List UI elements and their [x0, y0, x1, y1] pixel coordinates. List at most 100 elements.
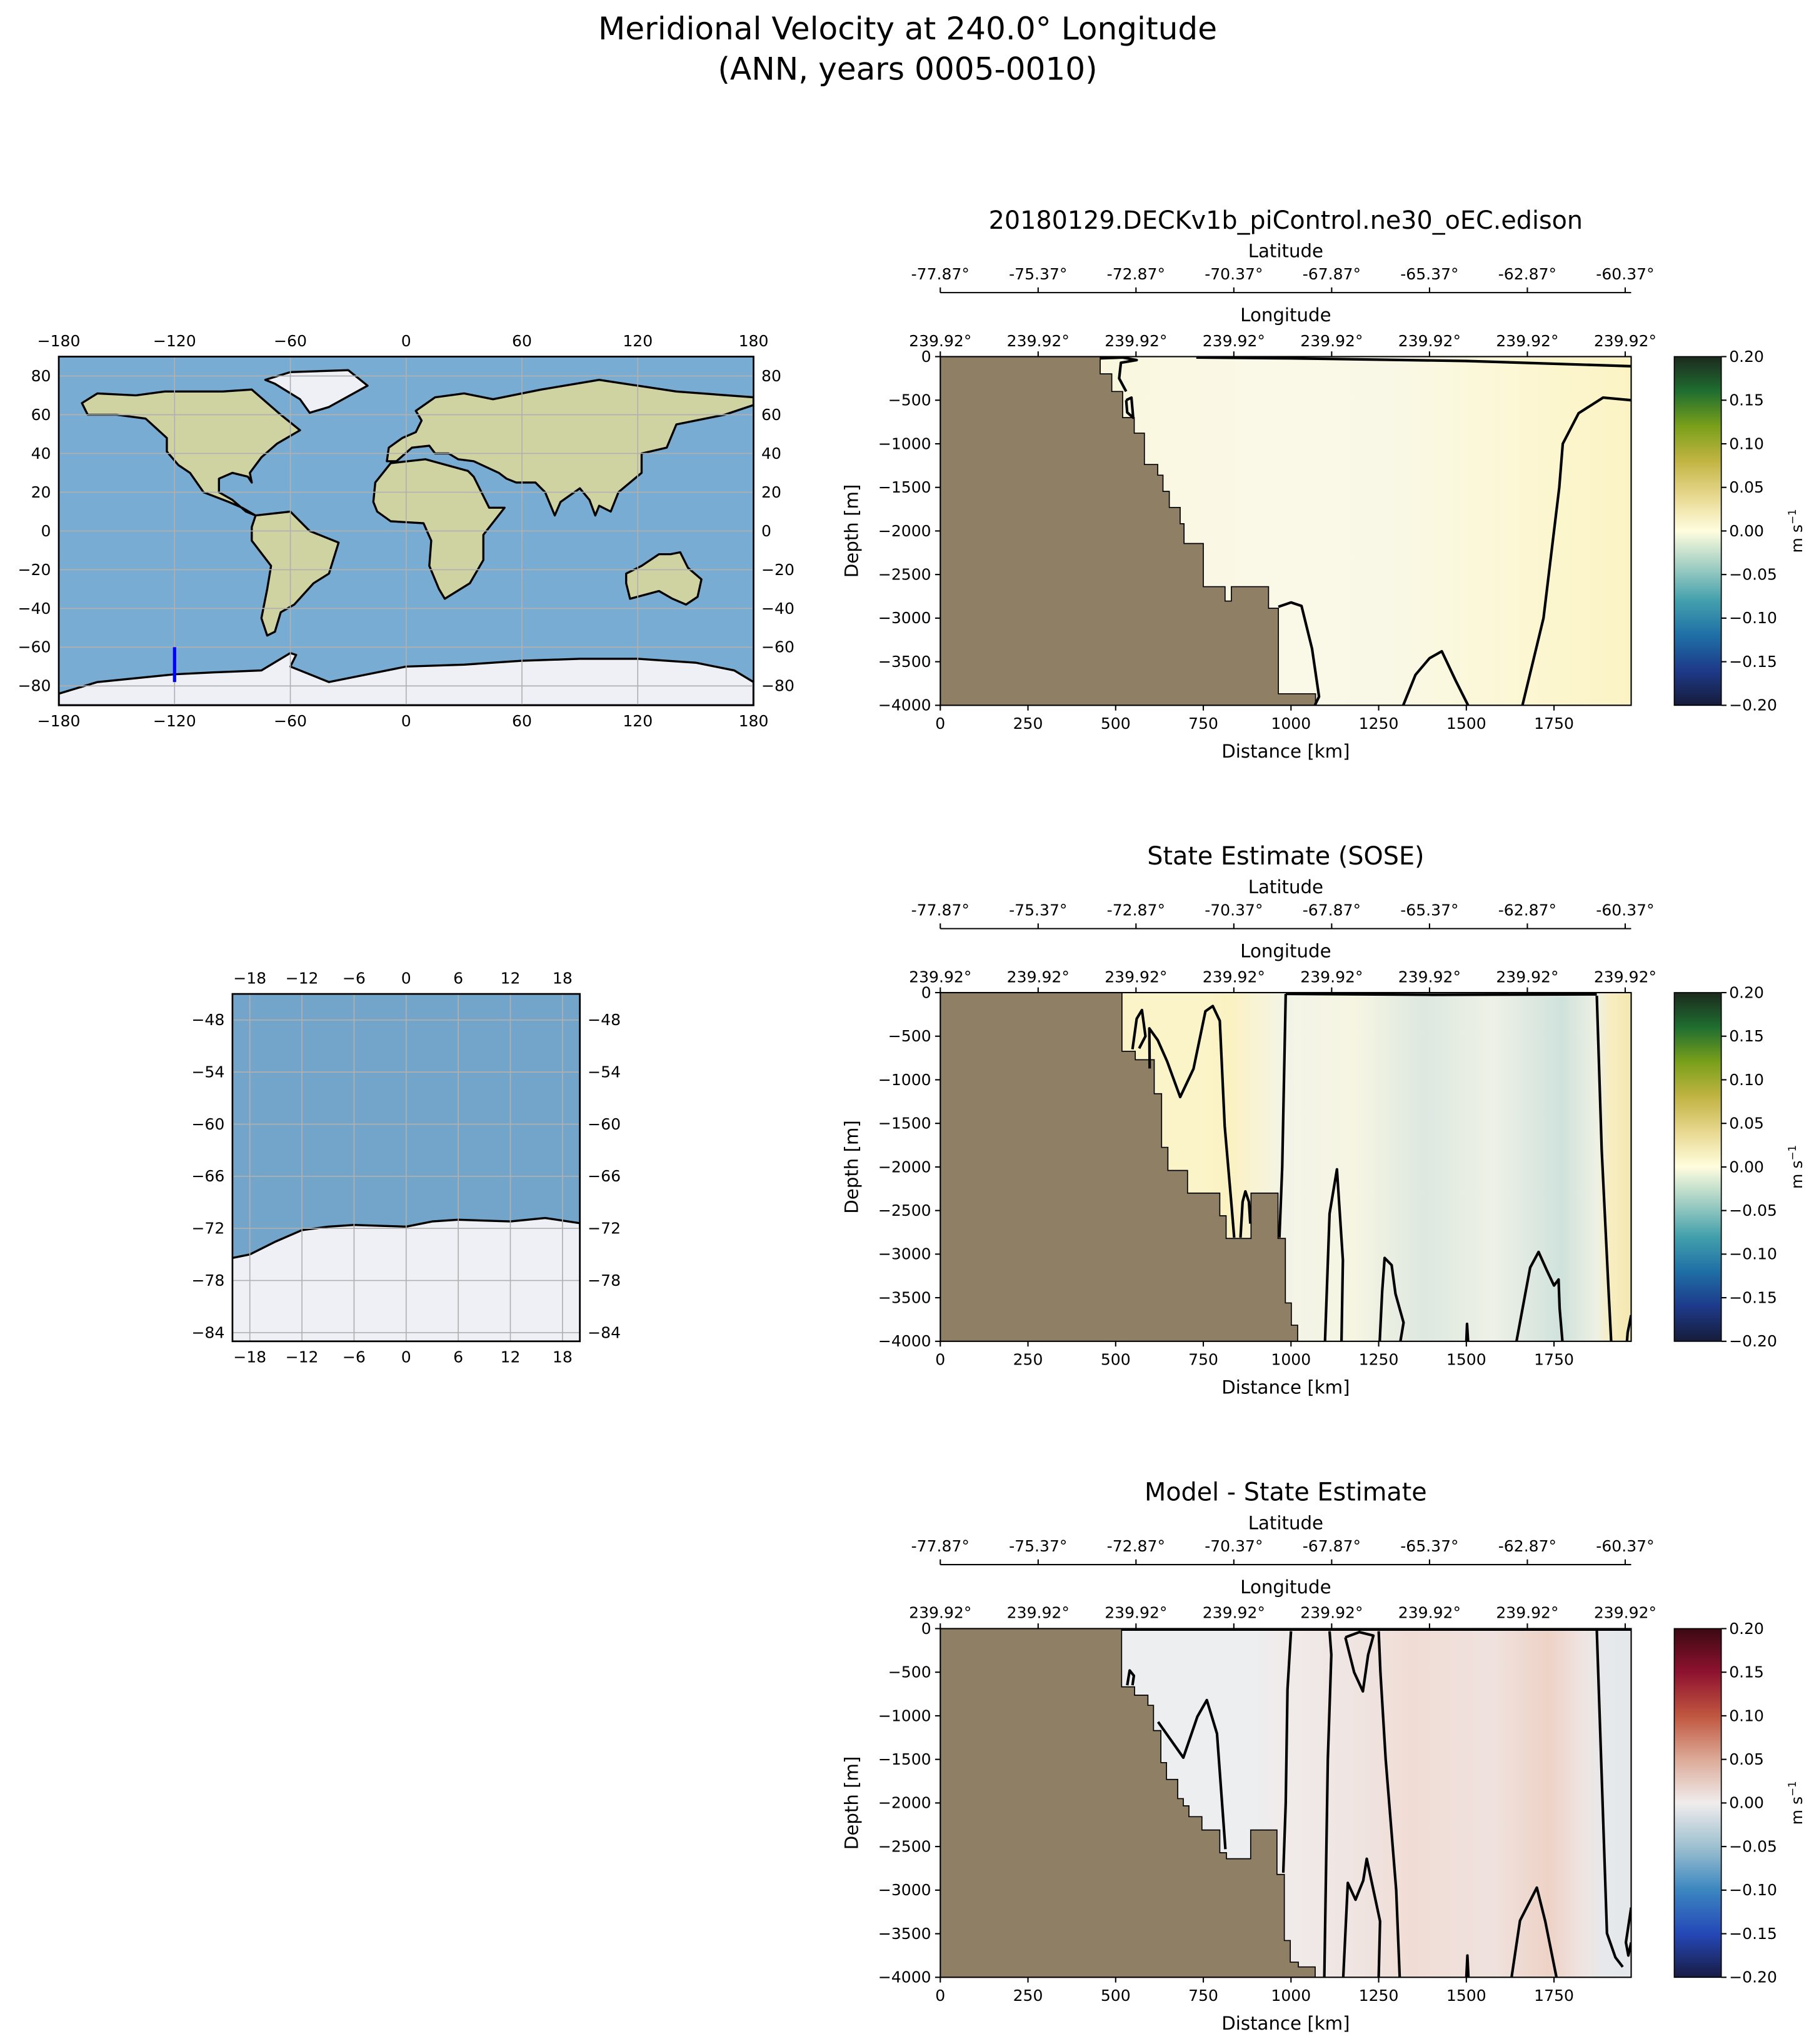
y-tick-label: −3000: [878, 609, 931, 627]
colorbar-tick-label: −0.20: [1729, 1968, 1777, 1986]
x-tick-label: 250: [1013, 1986, 1043, 2005]
colorbar-tick-label: 0.05: [1729, 1115, 1764, 1133]
colorbar-tick-label: 0.10: [1729, 1706, 1764, 1725]
lat-tick-label-left: 80: [31, 367, 51, 385]
land-mask: [940, 992, 1298, 1341]
land-mask: [940, 1628, 1316, 1978]
y-tick-label: −2000: [878, 1794, 931, 1812]
y-tick-label: −4000: [878, 1968, 931, 1986]
colorbar-tick-label: 0.05: [1729, 478, 1764, 496]
zero-contour: [1515, 1250, 1564, 1341]
zero-contour: [1323, 1631, 1333, 1978]
lon-tick-label-bottom: 180: [739, 712, 769, 730]
panel-title: State Estimate (SOSE): [1147, 842, 1424, 871]
colorbar-scale: [1673, 992, 1722, 1342]
x-tick-label: 750: [1188, 1350, 1218, 1368]
colorbar-tick-label: 0.00: [1729, 1158, 1764, 1176]
lon-tick-label-top: 6: [453, 969, 463, 987]
lat-tick-label: -67.87°: [1303, 901, 1361, 919]
y-tick-label: −2500: [878, 1837, 931, 1855]
zero-contour: [1521, 396, 1631, 706]
map-frame: [58, 356, 754, 706]
lat-tick-label: -70.37°: [1205, 265, 1263, 283]
lat-tick-label-left: −84: [191, 1323, 224, 1341]
unit-exponent: −1: [1786, 1145, 1798, 1161]
lat-tick-label: -60.37°: [1596, 901, 1654, 919]
colorbar-tick-label: −0.10: [1729, 1245, 1777, 1263]
x-tick-label: 1250: [1359, 714, 1399, 733]
colorbar-tick-label: 0.15: [1729, 391, 1764, 409]
lon-tick-label: 239.92°: [1496, 1604, 1558, 1622]
lon-tick-label: 239.92°: [1105, 332, 1167, 350]
x-axis-label: Distance [km]: [1221, 741, 1350, 762]
lon-tick-label: 239.92°: [1105, 1604, 1167, 1622]
latitude-axis-label: Latitude: [1248, 1513, 1323, 1534]
lon-tick-label-bottom: 18: [553, 1348, 573, 1366]
zero-contour: [1196, 356, 1631, 368]
lon-tick-label: 239.92°: [1496, 968, 1558, 986]
zero-contour: [1281, 1631, 1293, 1873]
lat-tick-label-left: −40: [18, 599, 51, 618]
australia-land: [625, 551, 703, 606]
zero-contour: [1126, 1669, 1136, 1686]
x-axis-label: Distance [km]: [1221, 2013, 1350, 2034]
x-tick-label: 1000: [1271, 1986, 1311, 2005]
lat-tick-label: -77.87°: [911, 1537, 970, 1555]
colorbar-tick-label: 0.00: [1729, 1794, 1764, 1812]
colorbar-scale: [1673, 356, 1722, 706]
lon-tick-label-top: 60: [512, 332, 532, 350]
colorbar-tick-label: −0.15: [1729, 1925, 1777, 1943]
colorbar-tick-label: −0.05: [1729, 566, 1777, 584]
y-tick-label: −1000: [878, 1071, 931, 1089]
lat-tick-label-right: −84: [588, 1323, 621, 1341]
zero-contour: [1239, 1190, 1252, 1238]
lon-tick-label-top: 180: [739, 332, 769, 350]
lat-tick-label: -62.87°: [1498, 901, 1556, 919]
lon-tick-label: 239.92°: [1203, 332, 1265, 350]
lon-tick-label-top: 0: [401, 969, 411, 987]
zero-contour: [1595, 1630, 1624, 1968]
lon-tick-label: 239.92°: [1496, 332, 1558, 350]
maps: −180−180−120−120−60−60006060120120180180…: [18, 332, 794, 1366]
x-tick-label: 1250: [1359, 1350, 1399, 1368]
x-tick-label: 250: [1013, 714, 1043, 733]
colorbar-tick-label: 0.05: [1729, 1750, 1764, 1768]
colorbar-tick-label: 0.10: [1729, 1071, 1764, 1089]
lat-tick-label-right: 20: [761, 483, 781, 501]
colorbar-tick-label: 0.10: [1729, 434, 1764, 453]
lat-tick-label-left: 20: [31, 483, 51, 501]
y-tick-label: −3500: [878, 653, 931, 671]
zero-contour: [1377, 1631, 1401, 1978]
zero-contour: [1100, 356, 1138, 393]
colorbar-tick-label: −0.05: [1729, 1837, 1777, 1855]
y-tick-label: −1000: [878, 434, 931, 453]
zero-contour: [1344, 1630, 1375, 1693]
lon-tick-label: 239.92°: [1398, 968, 1461, 986]
lat-tick-label-left: 0: [41, 522, 51, 540]
colorbar-tick-label: −0.05: [1729, 1201, 1777, 1220]
colorbar-tick-label: 0.15: [1729, 1027, 1764, 1045]
y-tick-label: −3000: [878, 1245, 931, 1263]
lat-tick-label: -75.37°: [1009, 1537, 1067, 1555]
zero-contour: [1624, 1907, 1631, 1957]
x-tick-label: 0: [935, 714, 945, 733]
lat-tick-label-left: −60: [191, 1115, 224, 1133]
longitude-axis-label: Longitude: [1240, 304, 1331, 326]
lat-tick-label: -62.87°: [1498, 265, 1556, 283]
lon-tick-label-top: −180: [38, 332, 81, 350]
colorbar-tick-label: −0.10: [1729, 609, 1777, 627]
y-tick-label: −1500: [878, 1750, 931, 1768]
lon-tick-label-bottom: −18: [233, 1348, 266, 1366]
lat-tick-label: -72.87°: [1107, 1537, 1165, 1555]
lon-tick-label: 239.92°: [1007, 968, 1070, 986]
lat-tick-label-right: −20: [761, 561, 794, 579]
colorbar-tick-label: 0.20: [1729, 348, 1764, 366]
lat-tick-label: -72.87°: [1107, 901, 1165, 919]
y-tick-label: −500: [888, 1027, 931, 1045]
lon-tick-label-bottom: 0: [401, 712, 411, 730]
lat-tick-label-left: −60: [18, 638, 51, 656]
lon-tick-label-top: −6: [343, 969, 366, 987]
zero-contour: [1465, 1954, 1470, 1978]
map-frame: [231, 993, 581, 1343]
y-tick-label: −3500: [878, 1288, 931, 1306]
